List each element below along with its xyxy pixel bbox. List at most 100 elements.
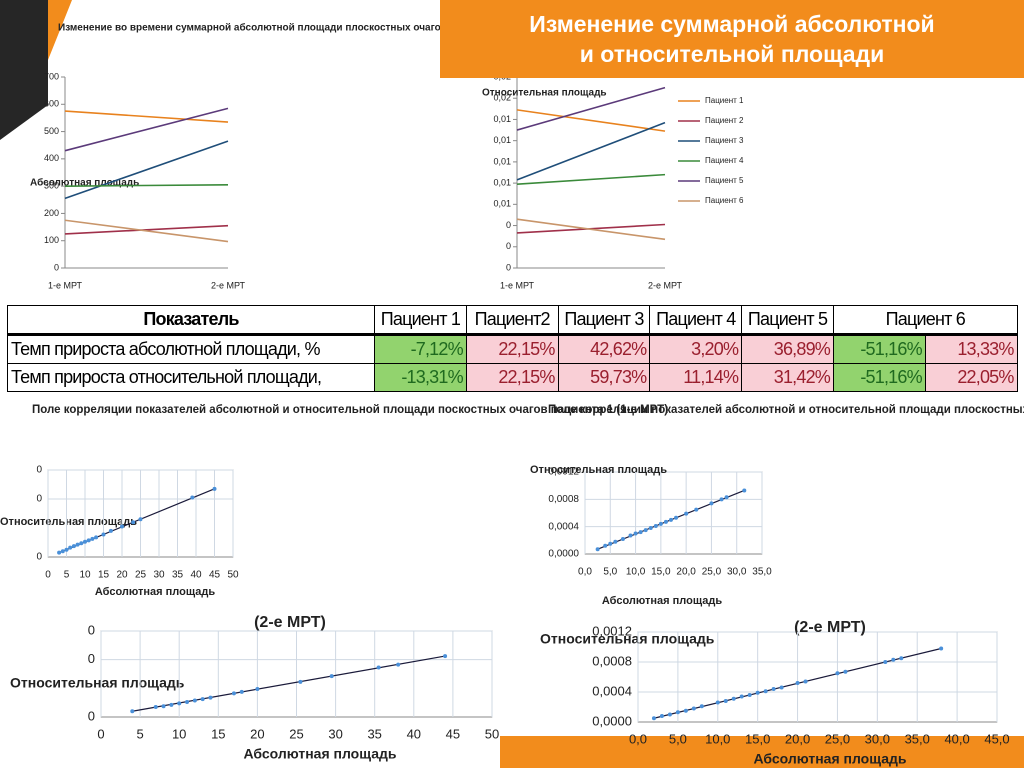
- value-cell: 22,05%: [924, 363, 1018, 392]
- y-tick-label: 0,02: [493, 93, 511, 103]
- scatter-point: [376, 665, 381, 670]
- x-tick-label: 10: [79, 570, 91, 581]
- scatter-point: [653, 523, 658, 528]
- y-tick-label: 0: [506, 220, 511, 230]
- scatter-point: [648, 526, 653, 531]
- x-tick-label: 10,0: [705, 731, 730, 746]
- x-tick-label: 20: [250, 726, 264, 741]
- y-tick-label: 600: [44, 99, 59, 109]
- line-series: [64, 110, 229, 123]
- scatter-point: [190, 495, 195, 500]
- y-tick-label: 0: [88, 708, 95, 723]
- y-tick-label: 700: [44, 71, 59, 81]
- y-tick-label: 0: [506, 262, 511, 272]
- line-series: [64, 183, 229, 187]
- x-axis-label: Абсолютная площадь: [243, 746, 396, 762]
- x-tick-label: 20: [116, 570, 128, 581]
- scatter-point: [891, 657, 896, 662]
- x-tick-label: 5: [136, 726, 143, 741]
- scatter-point: [755, 690, 760, 695]
- x-tick-label: 40: [190, 570, 202, 581]
- x-tick-label: 25,0: [825, 731, 850, 746]
- y-axis-label: Относительная площадь: [10, 675, 185, 691]
- scatter-point: [169, 702, 174, 707]
- table-header-cell: Показатель: [7, 305, 375, 336]
- table-header-cell: Пациент 3: [557, 305, 651, 336]
- scatter-point: [192, 698, 197, 703]
- line-series: [516, 86, 666, 131]
- x-tick-label: 50: [227, 570, 239, 581]
- y-axis-label: Относительная площадь: [540, 631, 715, 647]
- corner-accent: [48, 0, 72, 60]
- y-tick-label: 0,01: [493, 199, 511, 209]
- x-tick-label: 15: [211, 726, 225, 741]
- line-series: [64, 107, 229, 152]
- value-cell: -51,16%: [832, 334, 926, 364]
- scatter-point: [724, 495, 729, 500]
- scatter-point: [153, 704, 158, 709]
- y-tick-label: 0,01: [493, 177, 511, 187]
- legend-label: Пациент 6: [705, 196, 744, 205]
- x-tick-label: 15,0: [745, 731, 770, 746]
- x-tick-label: 0,0: [578, 567, 592, 578]
- chart: 0,0000 0,0004 0,0008 0,0012 Поле корреляции …: [530, 404, 1024, 607]
- scatter-point: [595, 547, 600, 552]
- x-tick-label: 35: [367, 726, 381, 741]
- line-series: [516, 121, 666, 181]
- scatter-point: [899, 656, 904, 661]
- y-tick-label: 100: [44, 235, 59, 245]
- plot-area: [584, 471, 763, 555]
- x-axis-label: Абсолютная площадь: [95, 586, 215, 598]
- scatter-point: [60, 549, 65, 554]
- x-tick-label: 20,0: [676, 567, 696, 578]
- scatter-point: [771, 687, 776, 691]
- value-cell: 36,89%: [741, 334, 834, 364]
- x-tick-label: 30,0: [727, 567, 747, 578]
- y-tick-label: 400: [44, 153, 59, 163]
- scatter-point: [883, 660, 888, 664]
- scatter-point: [130, 709, 135, 714]
- scatter-point: [763, 689, 768, 694]
- y-tick-label: 200: [44, 208, 59, 218]
- x-tick-label: 45: [209, 570, 221, 581]
- chart-title: (2-е МРТ): [794, 619, 866, 636]
- bottom-bar: [500, 736, 1024, 768]
- scatter-point: [94, 535, 99, 540]
- y-tick-label: 0: [36, 494, 42, 505]
- line-series: [516, 218, 666, 241]
- x-tick-label: 35,0: [752, 567, 772, 578]
- scatter-point: [633, 531, 638, 536]
- x-tick-label: 2-е МРТ: [211, 280, 246, 290]
- scatter-point: [138, 517, 143, 522]
- scatter-point: [691, 706, 696, 711]
- y-tick-label: 500: [44, 126, 59, 136]
- row-label: Темп прироста абсолютной площади, %: [7, 334, 375, 364]
- value-cell: 22,15%: [465, 334, 559, 364]
- scatter-point: [239, 689, 244, 694]
- value-cell: -7,12%: [374, 334, 467, 364]
- scatter-point: [131, 520, 136, 525]
- chart: 0,0000 0,0004 0,0008 0,0012 (2-е МРТ) Относит…: [540, 619, 1010, 766]
- scatter-point: [628, 533, 633, 538]
- results-table: Показатель Пациент 1 Пациент2 Пациент 3 Паци…: [7, 305, 1018, 392]
- x-tick-label: 10,0: [626, 567, 646, 578]
- scatter-point: [608, 541, 613, 546]
- scatter-point: [663, 519, 668, 524]
- y-tick-label: 0,0004: [548, 521, 579, 532]
- scatter-point: [683, 708, 688, 713]
- scatter-point: [668, 517, 673, 522]
- scatter-point: [231, 691, 236, 696]
- x-tick-label: 15: [98, 570, 110, 581]
- y-tick-label: 0,0008: [548, 494, 579, 505]
- value-cell: 59,73%: [557, 363, 651, 392]
- legend-label: Пациент 3: [705, 136, 744, 145]
- table-header-cell: Пациент 1: [374, 305, 467, 336]
- line-series: [516, 173, 666, 185]
- scatter-point: [75, 542, 80, 547]
- scatter-point: [643, 528, 648, 533]
- x-tick-label: 35,0: [905, 731, 930, 746]
- scatter-point: [161, 704, 166, 709]
- y-axis-label: Относительная площадь: [530, 464, 667, 476]
